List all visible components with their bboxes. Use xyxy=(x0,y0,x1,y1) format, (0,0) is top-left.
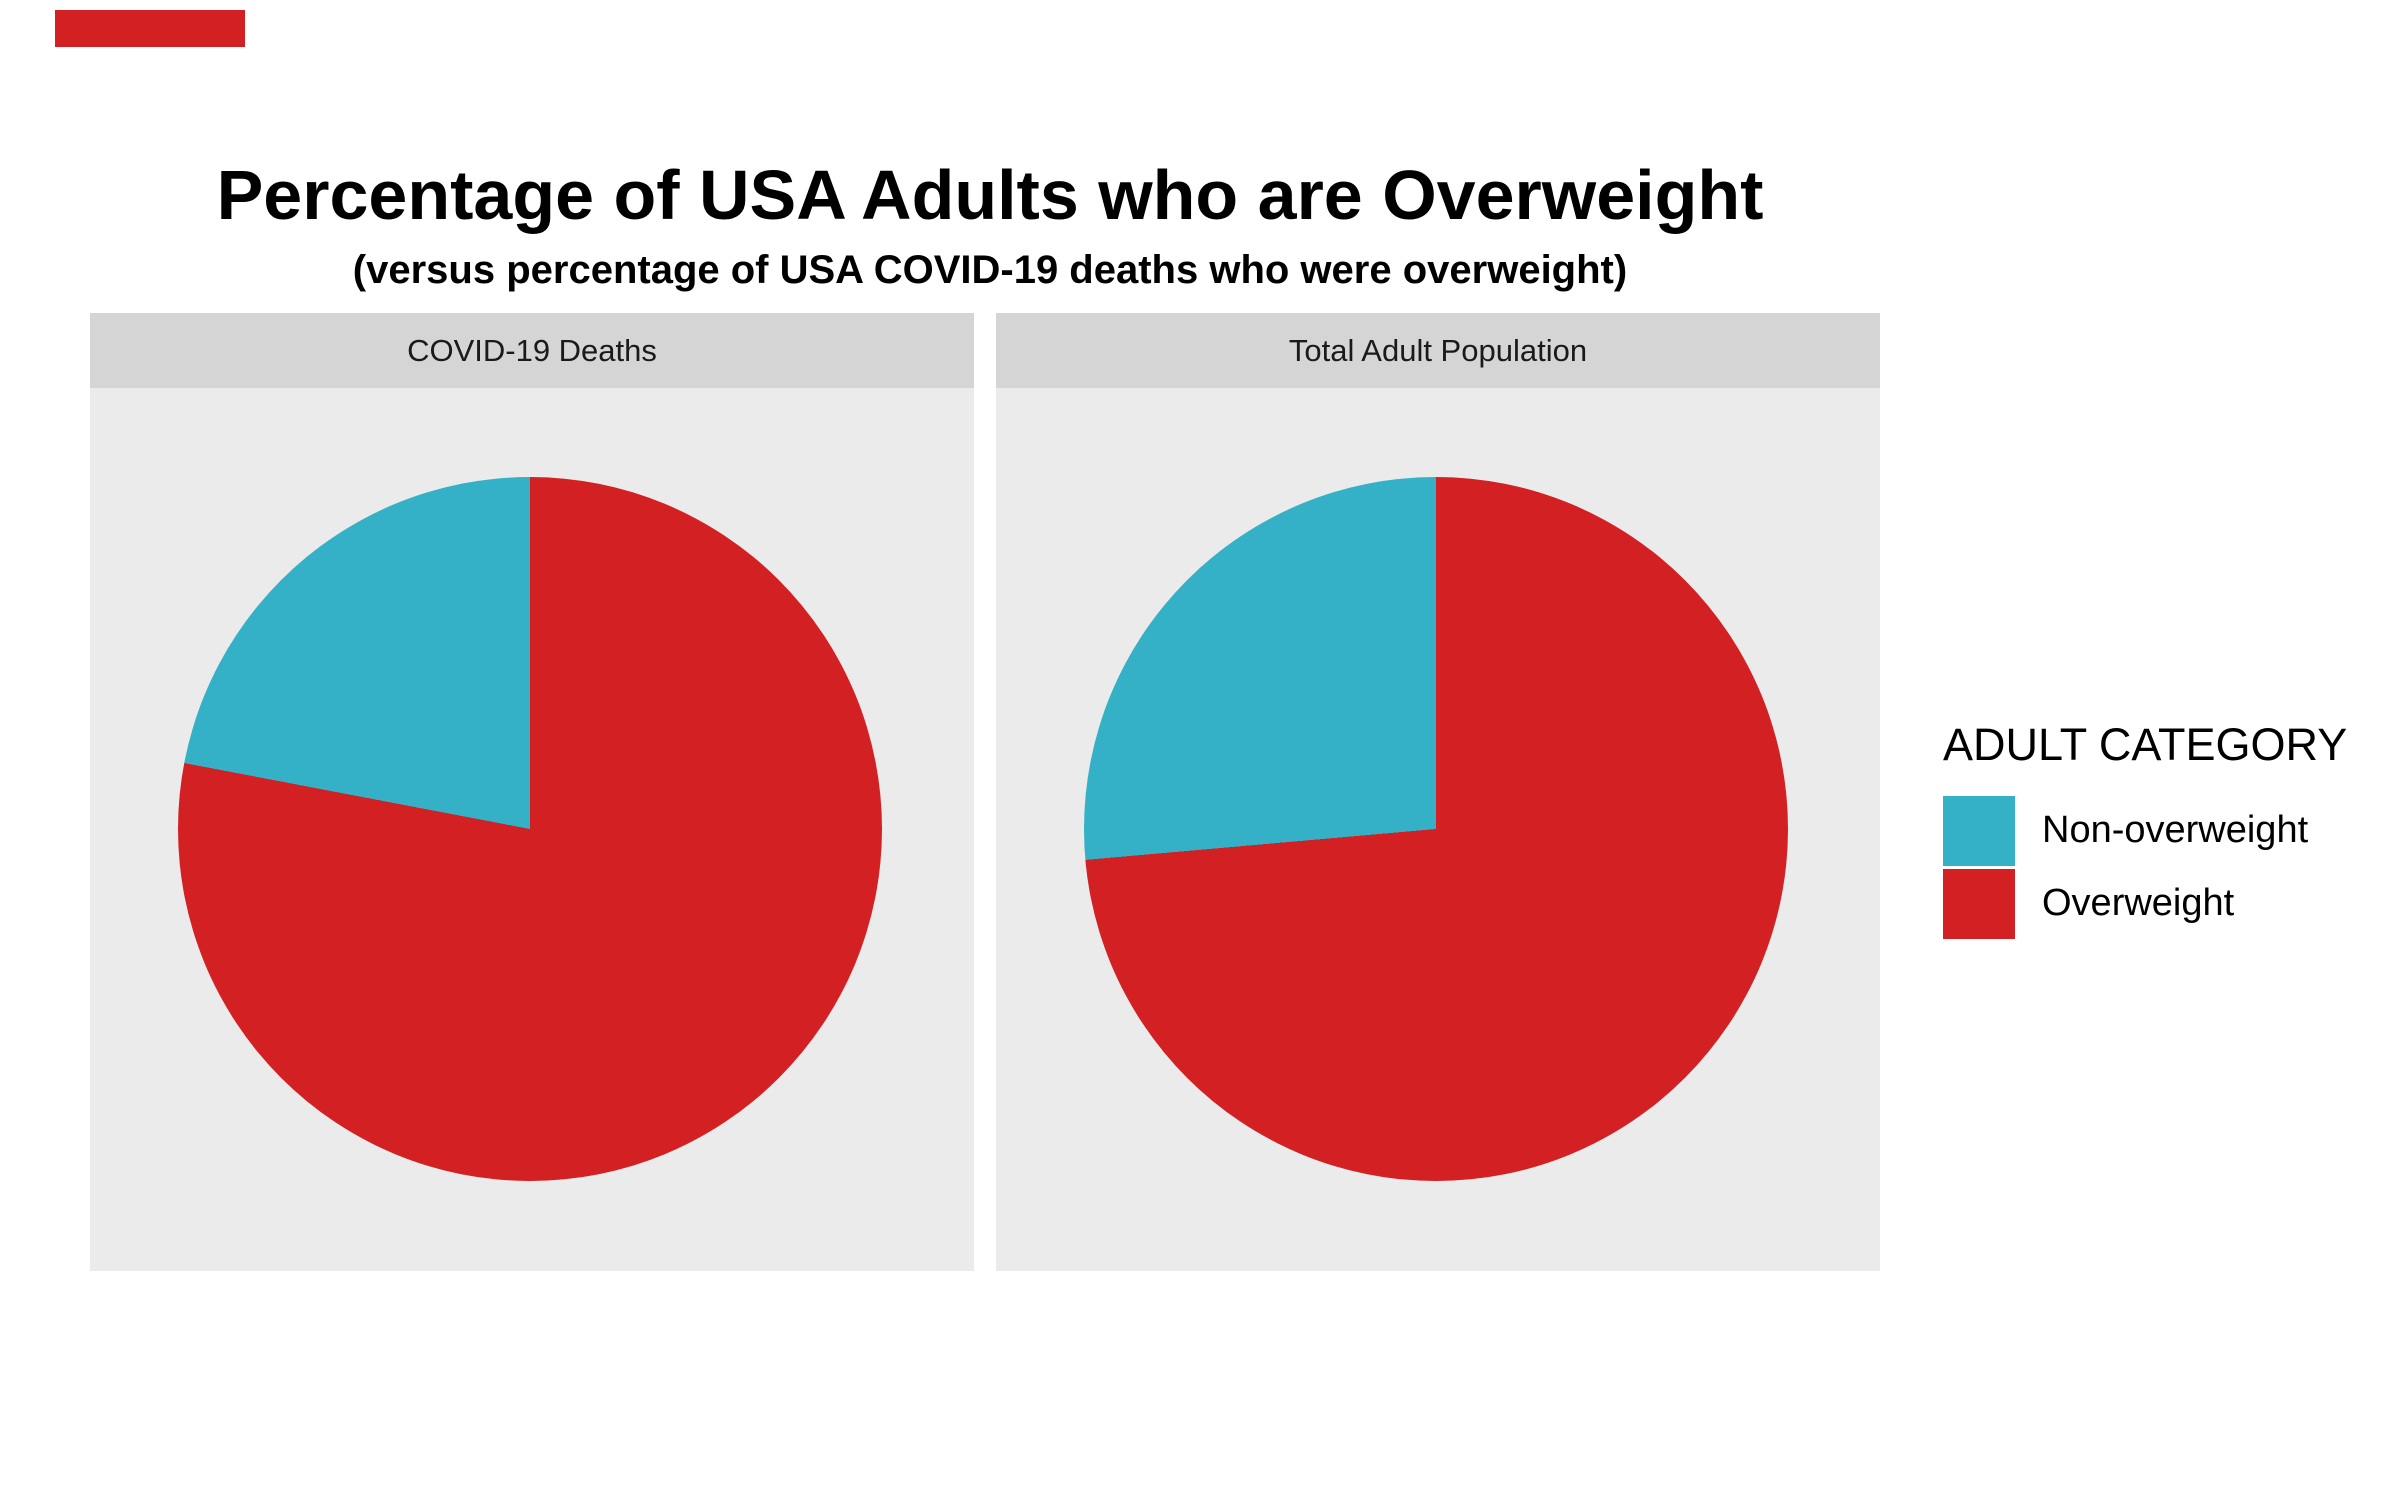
chart-title: Percentage of USA Adults who are Overwei… xyxy=(216,156,1764,234)
legend-label-overweight: Overweight xyxy=(2042,882,2235,924)
legend-item-non-overweight: Non-overweight xyxy=(1943,795,2347,866)
facet-strip-label-covid-deaths: COVID-19 Deaths xyxy=(407,332,657,368)
chart-subtitle: (versus percentage of USA COVID-19 death… xyxy=(352,248,1628,292)
legend-label-non-overweight: Non-overweight xyxy=(2042,809,2309,851)
legend-item-overweight: Overweight xyxy=(1943,868,2347,939)
legend-title: ADULT CATEGORY xyxy=(1943,719,2348,770)
facet-strip-total-population: Total Adult Population xyxy=(996,313,1880,388)
facet-panel-covid-deaths xyxy=(90,388,974,1271)
pie-covid-deaths xyxy=(178,477,882,1181)
facet-strip-label-total-population: Total Adult Population xyxy=(1288,332,1588,368)
red-rectangle-marker xyxy=(55,10,245,47)
facet-panel-total-population xyxy=(996,388,1880,1271)
pie-total-population xyxy=(1084,477,1788,1181)
legend: ADULT CATEGORY Non-overweight Overweight xyxy=(1943,720,2347,942)
facet-strip-covid-deaths: COVID-19 Deaths xyxy=(90,313,974,388)
legend-swatch-non-overweight xyxy=(1943,795,2015,866)
legend-swatch-overweight xyxy=(1943,868,2015,939)
